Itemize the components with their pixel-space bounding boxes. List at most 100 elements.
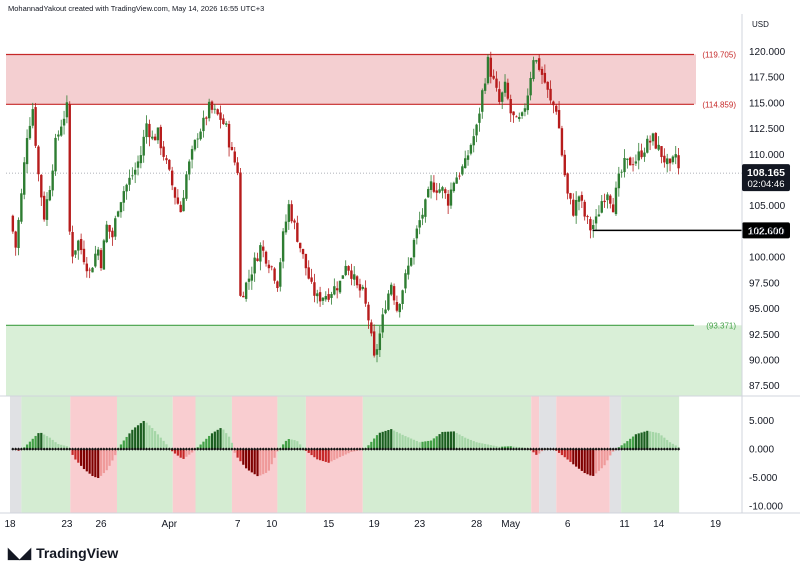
histogram-bar (466, 438, 470, 450)
candle-body (421, 214, 424, 219)
histogram-bar (370, 441, 373, 450)
oscillator-band-neutral (539, 396, 557, 513)
histogram-bar (452, 431, 455, 450)
zero-marker (261, 447, 265, 451)
candle-body (301, 248, 305, 255)
candle-body (327, 294, 330, 300)
zero-marker (338, 447, 342, 451)
zero-marker (22, 447, 26, 451)
candle-body (518, 116, 521, 120)
candle-body (611, 204, 615, 213)
histogram-bar (82, 449, 86, 470)
time-tick-label: 10 (266, 519, 278, 530)
candle-body (74, 250, 77, 255)
zero-marker (16, 447, 21, 451)
candle-body (338, 280, 342, 293)
oscillator-band-bull (277, 396, 306, 513)
zero-marker (90, 447, 95, 451)
histogram-bar (208, 435, 211, 450)
zero-marker (298, 447, 302, 451)
histogram-bar (188, 449, 191, 455)
candle-body (173, 187, 177, 198)
resistance-upper-label: (119.705) (702, 50, 736, 59)
zero-marker (637, 447, 641, 451)
candle-body (549, 88, 552, 101)
zero-marker (218, 447, 223, 451)
price-tick-label: 105.000 (749, 201, 786, 212)
candle-body (350, 270, 353, 279)
histogram-bar (341, 449, 344, 456)
zero-marker (426, 447, 430, 451)
time-tick-label: 18 (4, 519, 16, 530)
bar-countdown: 02:04:46 (748, 179, 785, 190)
candle-body (199, 131, 202, 140)
zero-marker (287, 447, 291, 451)
candle-body (68, 104, 71, 232)
time-tick-label: 19 (369, 519, 381, 530)
oscillator-band-bull (195, 396, 232, 513)
candle-body (111, 230, 114, 238)
zero-marker (477, 447, 482, 451)
zero-marker (130, 447, 134, 451)
last-price-tag[interactable] (742, 164, 790, 192)
zero-marker (250, 447, 254, 451)
histogram-bar (347, 449, 350, 454)
histogram-bar (404, 436, 407, 450)
oscillator-band-neutral (10, 396, 22, 513)
zero-marker (577, 447, 581, 451)
histogram-bar (259, 449, 262, 476)
candle-body (353, 274, 356, 280)
zero-marker (548, 447, 553, 451)
zero-marker (170, 447, 174, 451)
candle-body (577, 196, 581, 202)
candle-body (367, 304, 370, 321)
candle-body (247, 278, 251, 282)
zero-marker (45, 447, 49, 451)
zero-marker (82, 447, 86, 451)
candle-body (316, 293, 319, 297)
histogram-bar (31, 438, 34, 450)
candle-body (176, 197, 180, 204)
time-tick-label: 15 (323, 519, 335, 530)
histogram-bar (384, 430, 387, 450)
zero-marker (372, 447, 376, 451)
zero-marker (318, 447, 322, 451)
zero-marker (574, 447, 578, 451)
zero-marker (406, 447, 410, 451)
zero-marker (375, 447, 379, 451)
histogram-bar (97, 449, 100, 479)
zero-marker (162, 447, 166, 451)
time-tick-label: Apr (162, 519, 178, 530)
histogram-bar (296, 441, 299, 450)
marked-level-tag[interactable] (742, 222, 790, 239)
zero-marker (344, 447, 348, 451)
candle-body (333, 286, 336, 295)
candle-body (355, 276, 359, 286)
histogram-bar (324, 449, 327, 462)
candle-body (483, 83, 487, 91)
candle-body (131, 175, 134, 177)
candle-body (523, 108, 527, 112)
zero-marker (506, 447, 510, 451)
histogram-bar (606, 449, 609, 461)
tradingview-logo[interactable]: ◣◢ TradingView (8, 544, 118, 562)
candle-body (555, 105, 558, 112)
histogram-bar (609, 449, 612, 456)
histogram-bar (151, 428, 154, 450)
histogram-bar (631, 436, 635, 450)
candle-body (446, 193, 450, 206)
candle-body (45, 199, 49, 220)
candle-body (324, 296, 327, 300)
histogram-bar (28, 441, 32, 450)
zero-marker (412, 447, 416, 451)
histogram-bar (153, 431, 157, 450)
candle-body (250, 274, 254, 281)
candle-body (307, 267, 310, 279)
zero-marker (455, 447, 459, 451)
zero-marker (36, 447, 41, 451)
zero-marker (642, 447, 647, 451)
candle-body (65, 102, 69, 118)
candle-body (469, 144, 473, 154)
zero-marker (210, 447, 214, 451)
